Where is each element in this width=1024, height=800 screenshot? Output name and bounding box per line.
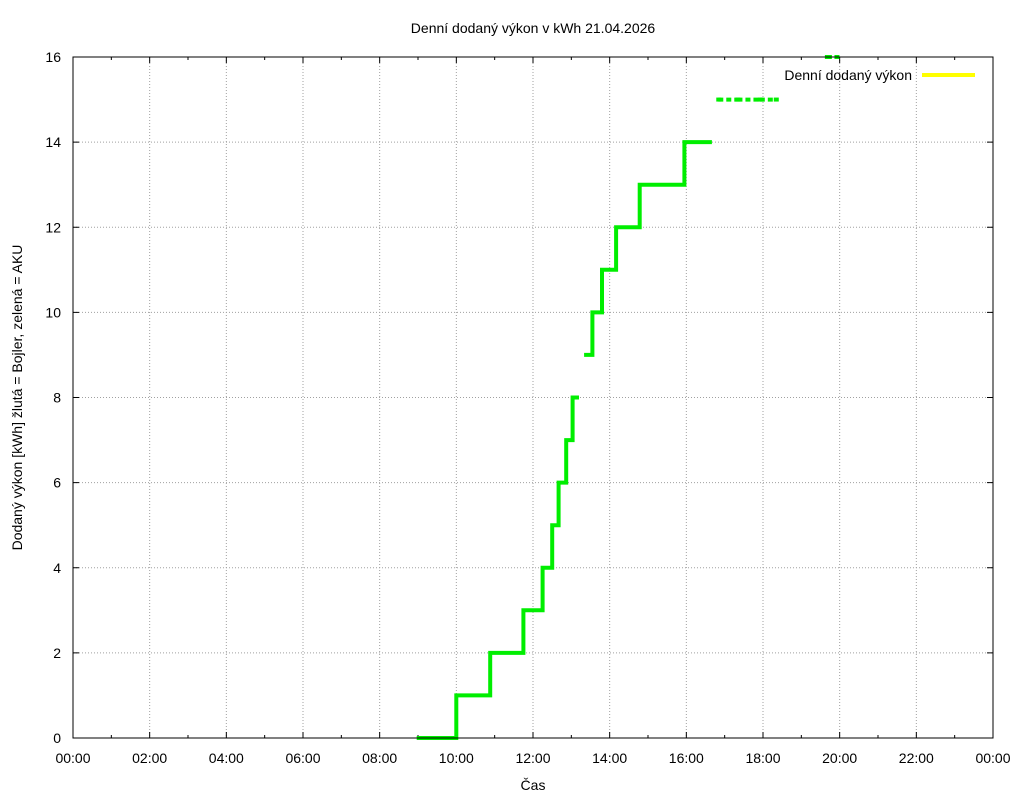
series-line <box>416 395 579 740</box>
y-tick-label: 4 <box>53 560 61 576</box>
chart-title: Denní dodaný výkon v kWh 21.04.2026 <box>411 20 656 36</box>
x-tick-label: 22:00 <box>899 750 934 766</box>
x-tick-label: 04:00 <box>209 750 244 766</box>
series-line <box>584 140 712 357</box>
series-layer <box>416 55 840 740</box>
x-tick-label: 06:00 <box>285 750 320 766</box>
x-tick-label: 14:00 <box>592 750 627 766</box>
x-tick-label: 00:00 <box>55 750 90 766</box>
x-tick-label: 08:00 <box>362 750 397 766</box>
x-tick-label: 02:00 <box>132 750 167 766</box>
y-tick-label: 2 <box>53 645 61 661</box>
y-tick-label: 10 <box>45 304 61 320</box>
y-tick-label: 16 <box>45 49 61 65</box>
y-tick-label: 0 <box>53 730 61 746</box>
x-tick-label: 10:00 <box>439 750 474 766</box>
legend: Denní dodaný výkon <box>784 67 975 83</box>
x-tick-label: 20:00 <box>822 750 857 766</box>
x-tick-label: 18:00 <box>745 750 780 766</box>
grid-layer <box>73 57 993 738</box>
x-tick-label: 00:00 <box>975 750 1010 766</box>
y-tick-label: 12 <box>45 219 61 235</box>
legend-label: Denní dodaný výkon <box>784 67 912 83</box>
y-axis-label: Dodaný výkon [kWh] žlutá = Bojler, zelen… <box>9 245 25 551</box>
y-tick-label: 8 <box>53 390 61 406</box>
tick-layer: 00:00 02:00 04:00 06:00 08:00 10:00 12:00 14:00… <box>45 49 1010 766</box>
data-point <box>773 97 779 102</box>
y-tick-label: 14 <box>45 134 61 150</box>
x-tick-label: 16:00 <box>669 750 704 766</box>
y-tick-label: 6 <box>53 475 61 491</box>
plot-area-frame <box>72 56 994 739</box>
x-tick-label: 12:00 <box>515 750 550 766</box>
x-axis-label: Čas <box>521 777 546 793</box>
